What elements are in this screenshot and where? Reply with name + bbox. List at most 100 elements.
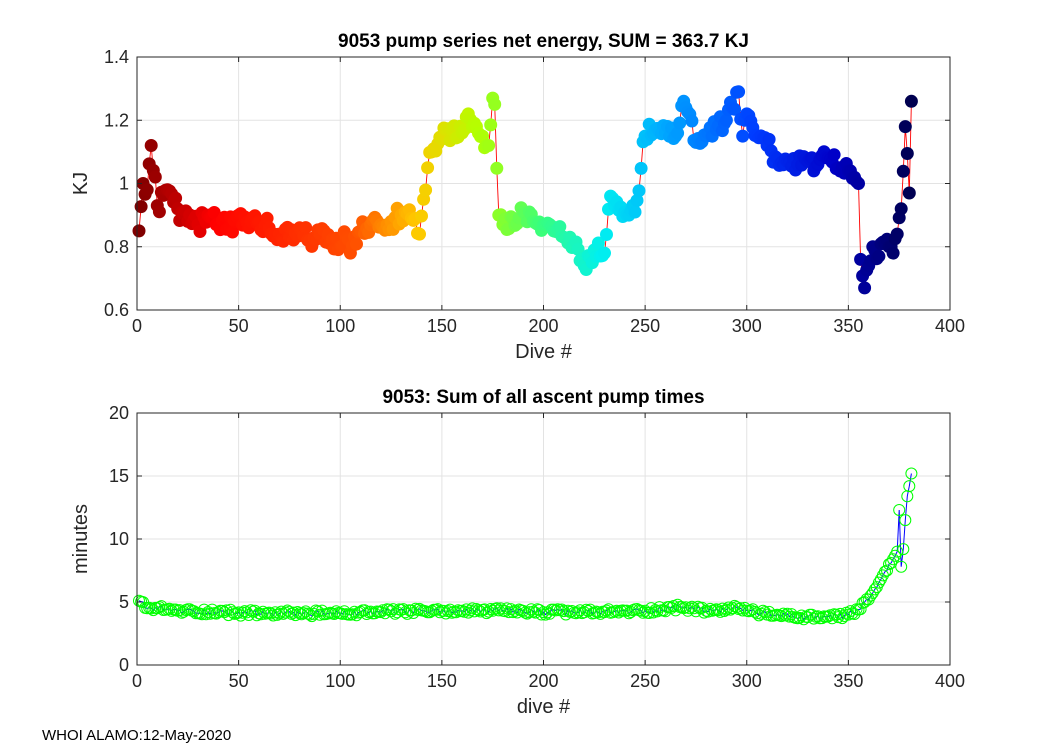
energy-marker (902, 186, 916, 200)
pump-time-marker (283, 605, 296, 618)
pump-time-marker (685, 600, 698, 613)
pump-time-marker (864, 589, 877, 602)
pump-time-marker (879, 565, 891, 578)
y-tick-label: 10 (109, 529, 129, 549)
pump-time-marker (517, 604, 530, 617)
energy-marker (148, 170, 162, 184)
x-tick-label: 350 (833, 671, 863, 691)
x-tick-label: 0 (132, 316, 142, 336)
pump-time-marker (498, 605, 511, 618)
energy-marker (490, 161, 504, 175)
pump-time-marker (287, 606, 300, 619)
pump-time-marker (716, 602, 729, 615)
energy-marker (673, 116, 687, 130)
pump-time-marker (277, 607, 290, 620)
pump-time-marker (748, 605, 761, 618)
pump-time-marker (675, 601, 688, 613)
pump-time-marker (169, 603, 182, 616)
x-tick-label: 150 (427, 316, 457, 336)
energy-marker (600, 228, 613, 241)
pump-time-marker (881, 564, 893, 577)
pump-time-chart: 0 50 100 150 200 250 300 350 400 0 5 10 15 20 9053: Su… (70, 387, 965, 718)
energy-marker (736, 129, 750, 143)
pump-time-marker (824, 609, 837, 622)
energy-marker (634, 161, 648, 175)
energy-marker (482, 139, 496, 152)
pump-time-marker (480, 607, 493, 620)
energy-marker (900, 147, 914, 160)
x-tick-label: 100 (325, 316, 355, 336)
y-tick-label: 5 (119, 592, 129, 612)
energy-marker (628, 205, 642, 219)
pump-time-marker (649, 604, 662, 616)
pump-time-marker (338, 605, 351, 618)
pump-time-marker (519, 606, 532, 619)
pump-time-marker (557, 605, 570, 618)
pump-time-marker (374, 606, 387, 619)
pump-time-marker (507, 606, 519, 619)
pump-time-marker (702, 605, 715, 618)
energy-marker (350, 237, 363, 251)
energy-marker (852, 177, 865, 190)
pump-time-marker (893, 504, 906, 516)
y-tick-label: 0.6 (104, 300, 129, 320)
pump-time-marker (887, 553, 900, 566)
pump-time-marker (234, 609, 247, 622)
pump-time-marker (425, 605, 438, 617)
pump-time-marker (494, 602, 507, 615)
energy-marker (732, 85, 746, 99)
pump-time-marker (624, 606, 637, 618)
pump-time-marker (482, 605, 495, 618)
pump-time-marker (868, 583, 881, 596)
x-tick-label: 200 (528, 316, 558, 336)
energy-marker (728, 102, 742, 116)
x-tick-label: 100 (325, 671, 355, 691)
pump-time-marker (521, 607, 534, 620)
energy-marker (598, 246, 611, 260)
x-tick-label: 400 (935, 316, 965, 336)
y-tick-label: 0.8 (104, 237, 129, 257)
x-tick-label: 250 (630, 316, 660, 336)
pump-time-marker (238, 605, 251, 618)
pump-time-marker (681, 604, 694, 617)
x-tick-label: 400 (935, 671, 965, 691)
x-tick-label: 350 (833, 316, 863, 336)
pump-time-marker (683, 602, 696, 615)
energy-marker (484, 118, 498, 132)
energy-marker (591, 236, 605, 250)
pump-time-marker (525, 603, 538, 616)
pump-time-marker (736, 604, 749, 617)
energy-marker (144, 139, 158, 152)
pump-time-marker (200, 608, 213, 621)
pump-time-marker (738, 601, 751, 614)
pump-time-marker (385, 605, 398, 618)
pump-time-marker (437, 604, 450, 617)
x-tick-label: 150 (427, 671, 457, 691)
pump-time-marker (598, 606, 611, 619)
y-tick-label: 15 (109, 466, 129, 486)
pump-time-marker (236, 606, 249, 619)
pump-time-marker (466, 602, 479, 615)
pump-time-marker (206, 603, 219, 616)
x-axis-label: Dive # (515, 341, 573, 363)
energy-marker (169, 191, 183, 205)
x-tick-label: 200 (528, 671, 558, 691)
energy-marker (488, 97, 502, 111)
pump-time-marker (724, 603, 737, 616)
pump-time-marker (653, 601, 666, 614)
pump-time-marker (484, 603, 497, 615)
energy-marker (685, 114, 699, 128)
pump-time-marker (303, 608, 316, 621)
pump-time-marker (273, 607, 286, 620)
y-tick-label: 0 (119, 655, 129, 675)
pump-time-marker (895, 560, 908, 573)
pump-time-marker (336, 607, 349, 620)
pump-time-marker (255, 608, 267, 621)
pump-time-marker (224, 603, 237, 616)
chart-title: 9053: Sum of all ascent pump times (382, 387, 704, 408)
y-axis-label: minutes (70, 504, 92, 574)
pump-time-marker (905, 467, 918, 480)
pump-time-marker (293, 607, 306, 620)
pump-time-marker (549, 604, 562, 617)
pump-time-marker (561, 604, 574, 617)
